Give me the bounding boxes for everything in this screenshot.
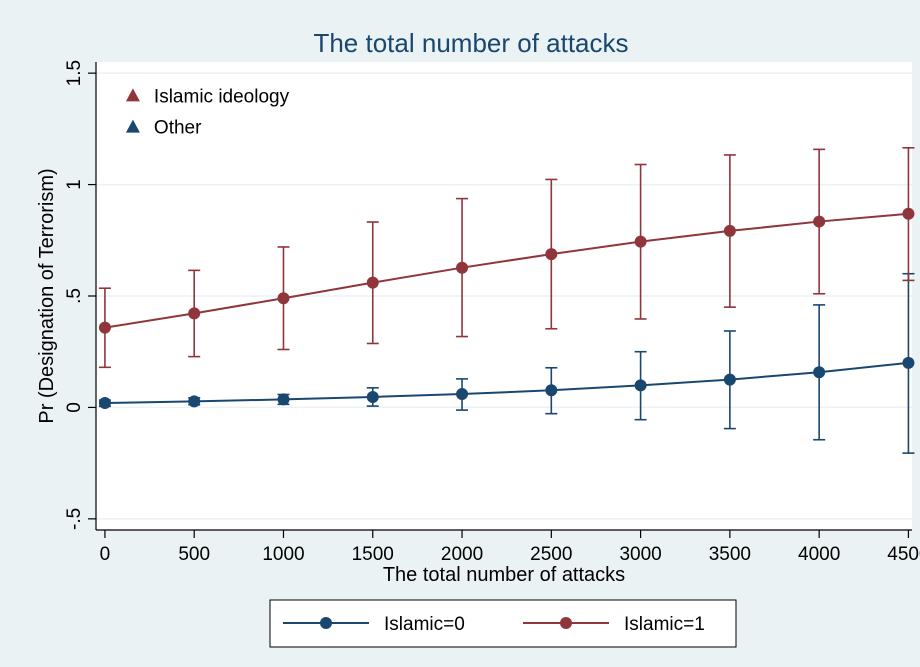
- data-point: [456, 261, 469, 274]
- grid: [96, 72, 912, 520]
- series-layer: [98, 147, 915, 454]
- x-tick-label: 3500: [709, 544, 751, 565]
- x-tick-label: 2000: [441, 544, 483, 565]
- series-line: [104, 361, 909, 404]
- series-line: [104, 212, 909, 329]
- data-point: [634, 235, 647, 248]
- annotations: Islamic ideology Other: [125, 86, 290, 139]
- data-point: [98, 321, 111, 334]
- data-point: [188, 307, 201, 320]
- legend-marker: [320, 617, 332, 629]
- x-axis-title: The total number of attacks: [383, 564, 625, 586]
- legend-label: Islamic=1: [624, 614, 705, 635]
- x-tick-label: 3000: [619, 544, 661, 565]
- y-tick-label: .5: [64, 288, 85, 304]
- y-axis-title: Pr (Designation of Terrorism): [36, 168, 58, 423]
- y-ticks: -.5 0 .5 1 1.5: [64, 60, 96, 530]
- data-point: [545, 384, 558, 397]
- data-point: [188, 395, 201, 408]
- annotation-text: Islamic ideology: [154, 86, 290, 107]
- x-tick-label: 2500: [530, 544, 572, 565]
- x-tick-label: 0: [100, 544, 111, 565]
- annotation-marker-icon: [125, 119, 140, 133]
- data-point: [456, 388, 469, 401]
- data-point: [634, 379, 647, 392]
- annotation-text: Other: [154, 118, 202, 139]
- data-point: [902, 207, 915, 220]
- series-1: [98, 272, 915, 454]
- x-tick-label: 500: [178, 544, 210, 565]
- x-tick-label: 4500: [887, 544, 920, 565]
- annotation-marker-icon: [125, 88, 140, 102]
- data-point: [277, 393, 290, 406]
- legend-label: Islamic=0: [384, 614, 465, 635]
- chart-title: The total number of attacks: [313, 28, 628, 58]
- series-2: [98, 147, 915, 369]
- data-point: [813, 366, 826, 379]
- y-tick-label: -.5: [64, 508, 85, 530]
- y-tick-label: 1.5: [64, 60, 85, 86]
- x-tick-label: 1500: [352, 544, 394, 565]
- data-point: [98, 396, 111, 409]
- y-tick-label: 0: [64, 402, 85, 413]
- data-point: [545, 248, 558, 261]
- x-tick-label: 4000: [798, 544, 840, 565]
- data-point: [723, 224, 736, 237]
- data-point: [723, 373, 736, 386]
- data-point: [813, 215, 826, 228]
- data-point: [366, 276, 379, 289]
- data-point: [277, 292, 290, 305]
- y-tick-label: 1: [64, 179, 85, 190]
- data-point: [902, 356, 915, 369]
- legend-marker: [560, 617, 572, 629]
- x-ticks: 0 500 1000 1500 2000 2500 3000 3500 4000 4500: [100, 530, 920, 565]
- legend: Islamic=0 Islamic=1: [269, 599, 737, 648]
- x-tick-label: 1000: [262, 544, 304, 565]
- data-point: [366, 390, 379, 403]
